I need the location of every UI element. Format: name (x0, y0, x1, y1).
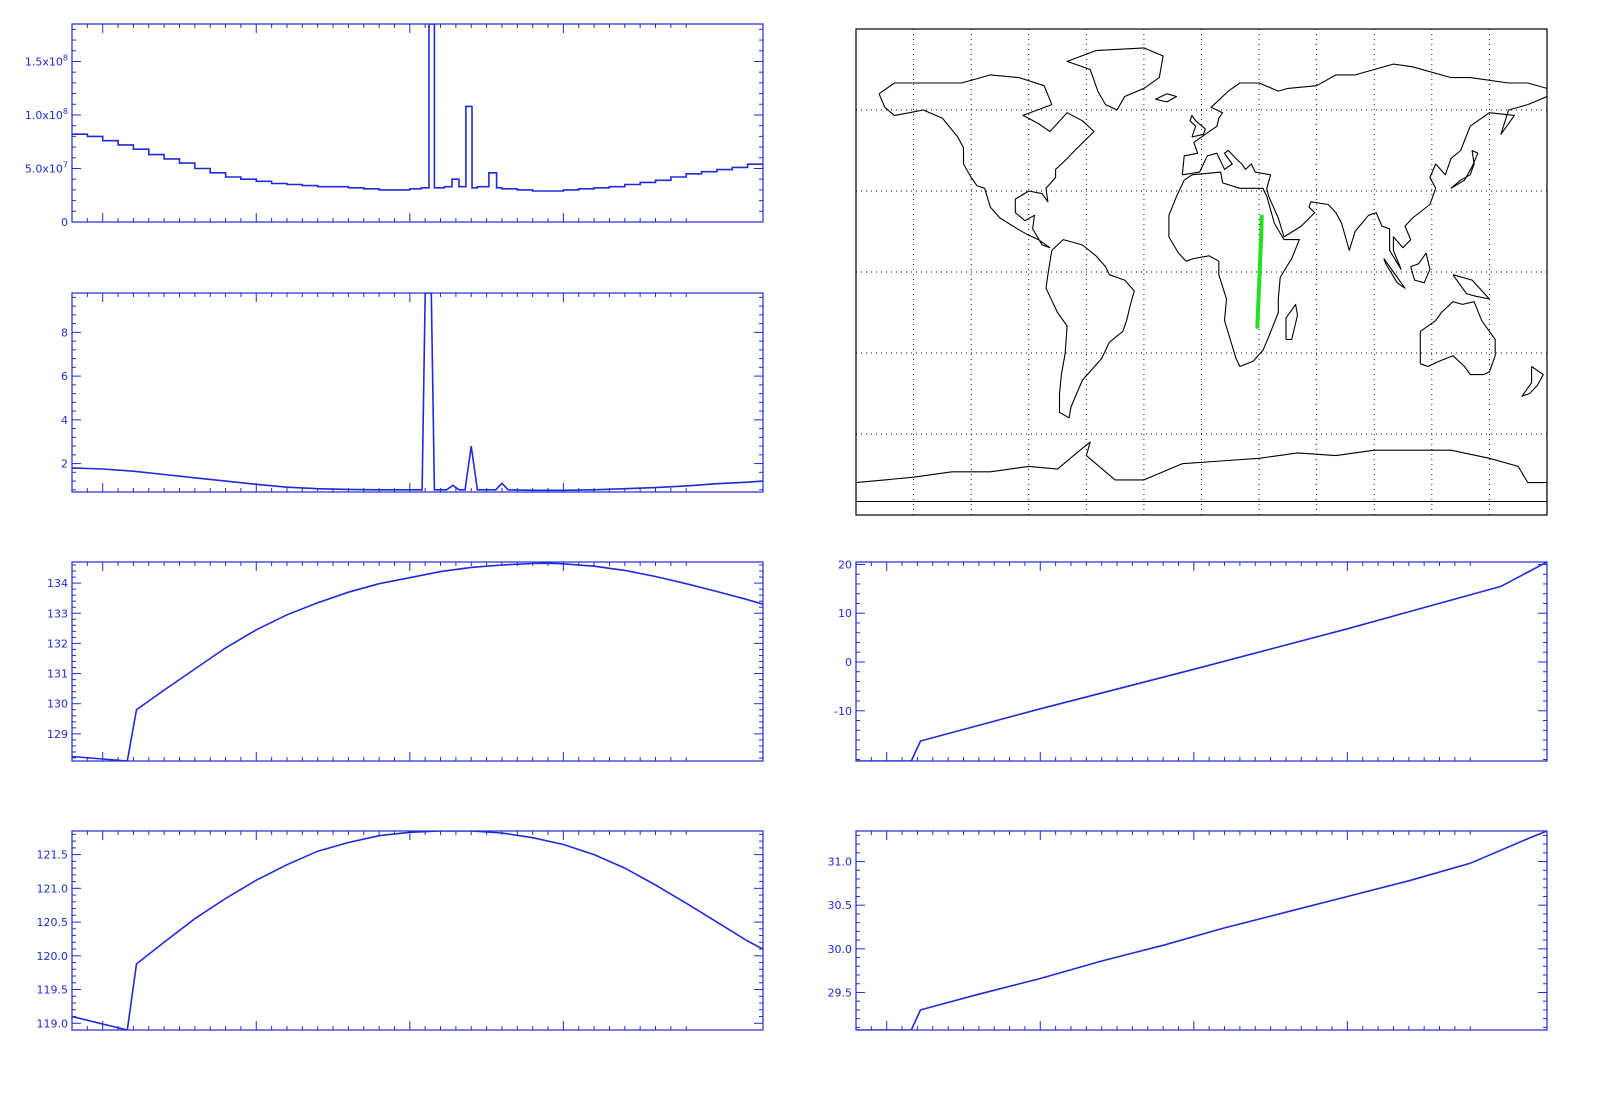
y-tick-mantissa: -10 (834, 705, 852, 718)
sumatra-outline (1383, 258, 1406, 289)
new-zealand-outline (1521, 366, 1544, 397)
madagascar-outline (1285, 303, 1299, 341)
y-tick-mantissa: 121.5 (37, 849, 69, 862)
latitude-panel: -10 0 10 20 (834, 558, 1548, 762)
y-tick-label: 120.0 (37, 950, 69, 963)
eurasia-outline (1181, 63, 1547, 270)
y-tick-mantissa: 5.0x10 (25, 162, 63, 175)
plot-frame (71, 561, 764, 762)
y-tick-label: 121.5 (37, 849, 69, 862)
greenland-outline (1066, 47, 1164, 111)
y-tick-mantissa: 131 (47, 668, 68, 681)
y-tick-label: -10 (834, 705, 852, 718)
y-tick-mantissa: 134 (47, 577, 68, 590)
y-tick-label: 2 (61, 458, 68, 471)
y-tick-label: 1.5x108 (25, 53, 68, 68)
world-map-panel (855, 28, 1548, 516)
iceland-outline (1155, 93, 1178, 103)
y-tick-mantissa: 133 (47, 607, 68, 620)
moon-zenith-panel: 119.0 119.5 120.0 120.5 121.0 121.5 (37, 830, 764, 1031)
north-america-outline (878, 74, 1095, 249)
longitude-panel: 29.5 30.0 30.5 31.0 (828, 830, 1548, 1031)
y-tick-mantissa: 120.5 (37, 916, 69, 929)
y-tick-mantissa: 30.0 (828, 943, 853, 956)
y-tick-mantissa: 30.5 (828, 899, 853, 912)
y-tick-label: 130 (47, 698, 68, 711)
satellite-ground-track (1255, 214, 1264, 329)
series-line-moon (72, 831, 763, 1030)
y-tick-label: 133 (47, 607, 68, 620)
plot-frame (71, 292, 764, 493)
y-tick-mantissa: 132 (47, 637, 68, 650)
y-tick-label: 8 (61, 326, 68, 339)
y-tick-mantissa: 120.0 (37, 950, 69, 963)
y-tick-label: 4 (61, 414, 68, 427)
australia-outline (1419, 301, 1496, 376)
y-tick-label: 129 (47, 728, 68, 741)
y-tick-label: 121.0 (37, 882, 69, 895)
y-tick-label: 1.0x108 (25, 107, 68, 122)
y-tick-mantissa: 119.0 (37, 1017, 69, 1030)
series-line-sun (72, 562, 763, 761)
y-tick-mantissa: 10 (838, 607, 852, 620)
y-tick-label: 119.5 (37, 984, 69, 997)
y-tick-label: 30.5 (828, 899, 853, 912)
y-tick-mantissa: 130 (47, 698, 68, 711)
y-tick-label: 120.5 (37, 916, 69, 929)
y-tick-exponent: 8 (63, 53, 68, 62)
y-tick-mantissa: 1.0x10 (25, 109, 63, 122)
y-tick-label: 5.0x107 (25, 160, 68, 175)
y-tick-label: 0 (61, 216, 68, 229)
plot-frame (855, 830, 1548, 1031)
series-line-lat (856, 562, 1547, 761)
y-tick-mantissa: 4 (61, 414, 68, 427)
y-tick-mantissa: 8 (61, 326, 68, 339)
y-tick-mantissa: 6 (61, 370, 68, 383)
y-tick-mantissa: 2 (61, 458, 68, 471)
y-tick-exponent: 8 (63, 107, 68, 116)
antarctica-outline (856, 441, 1547, 503)
y-tick-mantissa: 121.0 (37, 882, 69, 895)
continent-outlines (856, 47, 1547, 503)
y-tick-mantissa: 31.0 (828, 856, 853, 869)
south-america-outline (1045, 239, 1135, 419)
y-tick-label: 134 (47, 577, 68, 590)
borneo-outline (1410, 252, 1431, 284)
uv-ratio-panel: 2 4 6 8 (61, 292, 764, 493)
africa-outline (1168, 171, 1300, 368)
y-tick-label: 29.5 (828, 986, 853, 999)
series-line-ratio (72, 293, 763, 492)
series-line-lon (856, 831, 1547, 1030)
y-tick-mantissa: 29.5 (828, 986, 853, 999)
y-tick-label: 6 (61, 370, 68, 383)
series-line-uv (72, 24, 763, 192)
y-tick-label: 31.0 (828, 856, 853, 869)
y-tick-label: 20 (838, 558, 852, 571)
japan-outline (1450, 149, 1479, 189)
y-tick-exponent: 7 (63, 160, 68, 169)
uk-outline (1189, 114, 1206, 138)
y-tick-mantissa: 0 (61, 216, 68, 229)
y-tick-mantissa: 1.5x10 (25, 55, 63, 68)
y-tick-label: 0 (845, 656, 852, 669)
y-tick-label: 132 (47, 637, 68, 650)
y-tick-label: 10 (838, 607, 852, 620)
plot-frame (71, 830, 764, 1031)
y-tick-mantissa: 20 (838, 558, 852, 571)
y-tick-label: 119.0 (37, 1017, 69, 1030)
y-tick-mantissa: 0 (845, 656, 852, 669)
y-tick-label: 30.0 (828, 943, 853, 956)
y-tick-label: 131 (47, 668, 68, 681)
y-tick-mantissa: 119.5 (37, 984, 69, 997)
y-tick-mantissa: 129 (47, 728, 68, 741)
sun-zenith-panel: 129 130 131 132 133 134 (47, 561, 764, 762)
new-guinea-outline (1452, 274, 1490, 300)
plot-frame (71, 23, 764, 223)
